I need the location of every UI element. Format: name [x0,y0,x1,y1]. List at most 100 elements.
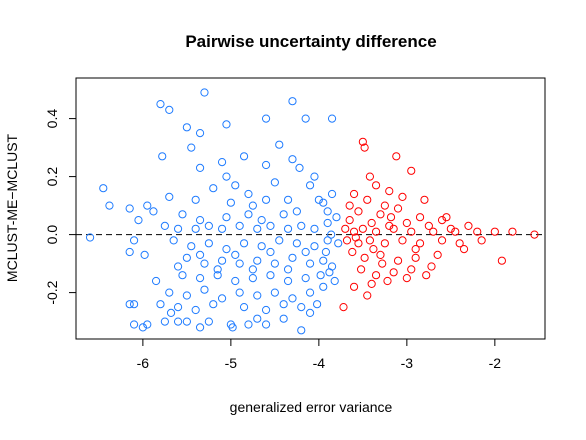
data-point [275,236,284,245]
data-point [297,303,306,312]
data-point [191,305,200,315]
data-point [244,210,253,219]
data-point [165,105,174,115]
data-point [143,201,152,210]
data-point [239,303,249,312]
x-tick-label: -4 [313,355,326,371]
data-point [371,227,381,236]
data-point [261,160,271,170]
data-point [209,184,218,193]
data-point [345,216,354,225]
data-point [424,221,433,230]
y-axis-label: MCLUST-ME−MCLUST [4,133,20,282]
data-point [191,224,200,233]
y-tick-label: -0.2 [44,280,60,304]
data-point [371,181,381,190]
data-point [319,282,328,291]
y-tick-label: 0.0 [44,225,60,245]
data-point [129,300,139,309]
data-point [530,230,539,239]
data-point [166,308,176,317]
data-point [200,259,209,268]
data-point [244,320,253,329]
data-point [363,291,372,300]
data-point [222,245,231,254]
data-point [125,247,134,257]
data-point [195,250,205,259]
data-point [345,201,354,210]
data-point [288,155,297,164]
data-point [266,271,275,280]
data-point [266,221,275,230]
data-point [195,216,205,225]
data-point [217,224,227,233]
data-point [283,224,293,233]
data-point [385,187,394,196]
data-point [310,172,319,181]
data-point [398,192,407,201]
data-point [195,274,205,283]
data-point [292,207,301,216]
data-point [292,239,301,248]
data-point [160,317,169,326]
plot-frame [75,77,546,340]
data-point [182,317,191,326]
data-point [213,271,222,280]
axes: -6 -5 -4 -3 -2 -0.2 0.0 0.2 0.4 [44,109,545,371]
data-point [125,204,134,213]
data-point [129,320,139,329]
data-point [319,198,328,207]
data-point [231,276,240,286]
data-point [283,276,293,286]
data-point [222,172,231,181]
data-point [393,256,403,265]
data-point [376,250,385,259]
data-point [437,236,447,245]
data-point [385,221,394,230]
data-point [138,323,147,332]
data-point [125,300,134,309]
data-point [386,213,396,222]
data-point [279,210,288,219]
data-point [398,236,407,245]
data-point [442,213,451,222]
data-point [464,221,473,230]
data-point [261,320,271,329]
data-point [376,210,385,219]
data-point [191,195,200,204]
data-point [369,245,378,254]
data-point [389,224,398,233]
data-point [178,271,187,280]
data-point [312,300,322,309]
data-point [173,317,183,326]
data-point [411,245,420,254]
data-point [217,256,227,265]
data-point [213,265,222,274]
data-point [301,114,310,123]
data-point [182,291,191,300]
data-point [349,189,359,199]
data-point [187,242,196,251]
data-point [323,236,332,245]
data-point [358,137,367,146]
data-point [266,247,275,257]
data-point [323,207,332,216]
data-point [222,213,231,222]
data-point [222,120,231,129]
data-point [342,236,352,245]
data-point [455,239,464,248]
data-point [165,288,174,297]
data-point [228,323,237,332]
data-point [310,242,319,251]
data-point [187,143,196,152]
data-point [349,282,359,291]
data-point [248,265,257,274]
data-point [305,181,315,190]
data-point [305,259,315,268]
data-point [204,239,213,248]
data-point [310,224,319,233]
data-point [169,236,178,245]
data-point [231,181,240,190]
